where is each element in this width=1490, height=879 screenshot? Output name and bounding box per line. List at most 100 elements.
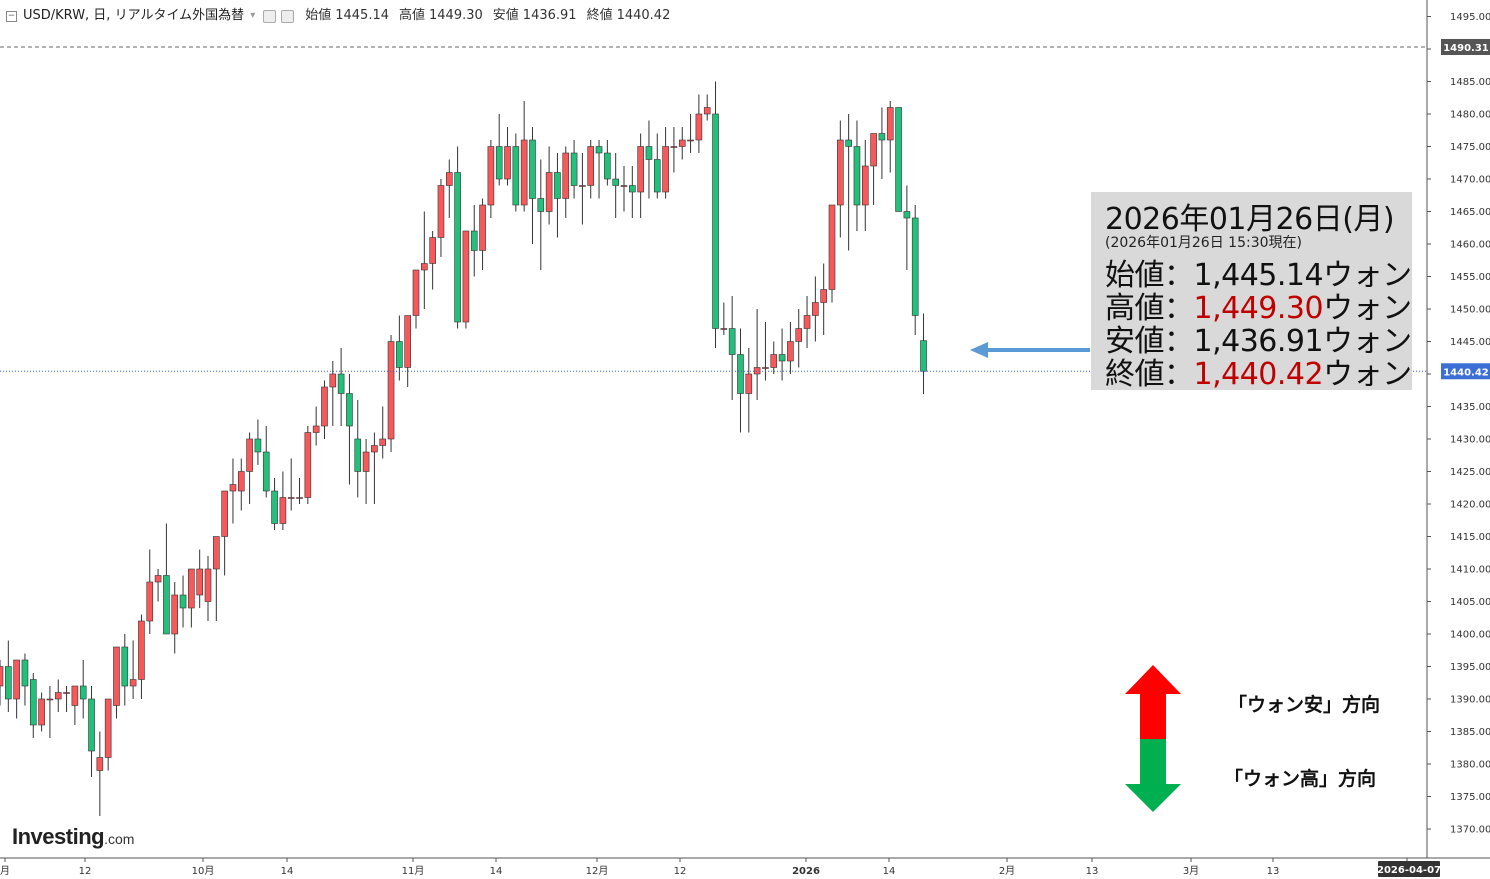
x-tick-label: 12 [79,866,92,877]
x-tick-label: 12 [674,866,687,877]
candle [595,140,603,199]
symbol-title[interactable]: USD/KRW, 日, リアルタイム外国為替 [23,8,245,23]
candle [712,81,719,348]
y-tick-label: 1375.00 [1450,792,1490,803]
candle-body [853,146,861,206]
candle [645,120,653,199]
candle-body [545,172,553,212]
candle [479,198,486,270]
settings-icon[interactable] [281,9,295,23]
info-timestamp: (2026年01月26日 15:30現在) [1105,235,1302,251]
x-tick-label: 14 [281,866,294,877]
candle [13,659,20,719]
candle-body [745,373,753,394]
info-low-label: 安値： [1105,324,1194,359]
candle-body [396,341,403,368]
candle-body [820,289,827,303]
candle-body [387,341,395,440]
y-tick-label: 1430.00 [1450,435,1490,446]
info-open-value: 1,445.14 [1193,258,1324,293]
candle [329,361,337,426]
candle [803,296,811,348]
candle [221,490,228,576]
investing-logo: Investing.com [12,824,134,850]
candle [587,140,595,199]
candle [396,315,403,381]
candle [903,185,911,270]
candle [379,406,387,459]
candle [188,568,195,628]
candle [720,302,728,335]
candle [271,478,278,530]
candle-body [537,198,545,212]
close-label: 終値 [586,8,613,23]
candle [787,322,794,374]
y-tick-label: 1395.00 [1450,662,1490,673]
candle-body [604,152,611,180]
candle [5,640,12,712]
candle [737,328,744,433]
candle [54,679,62,712]
info-high-label: 高値： [1105,291,1194,326]
candle-body [837,139,844,206]
candle [171,582,179,654]
candle [612,153,619,218]
candle-body [870,133,877,167]
y-tick-label: 1465.00 [1450,207,1490,218]
candle-body [454,172,461,323]
eye-icon[interactable] [263,9,277,23]
candle-body [213,536,220,570]
candle-body [828,204,836,290]
x-tick-label: 14 [490,866,503,877]
candle [554,153,561,238]
collapse-icon[interactable]: − [6,10,17,22]
info-high-value: 1,449.30 [1193,291,1324,326]
candle-body [138,620,145,680]
candle [886,101,894,173]
candle-body [762,367,769,369]
candle-body [404,315,411,368]
info-close-label: 終値： [1105,357,1194,392]
candle-body [504,146,511,180]
info-high-row: 高値：1,449.30ウォン [1105,283,1412,327]
candle [412,269,420,329]
candle [346,374,353,485]
chevron-down-icon[interactable]: ▾ [250,10,256,21]
candle [262,426,270,498]
candle [88,686,95,777]
high-label: 高値 [399,8,426,23]
candle-body [612,178,619,186]
info-open-label: 始値： [1105,258,1194,293]
info-open-unit: ウォン [1323,258,1412,293]
y-tick-label: 1460.00 [1450,240,1490,251]
y-tick-label: 1425.00 [1450,467,1490,478]
candle [387,335,395,452]
info-low-row: 安値：1,436.91ウォン [1105,316,1412,360]
candle [828,204,836,303]
candle [0,660,4,706]
candle-body [113,646,120,706]
candle-body [337,373,345,394]
candle-body [653,159,661,193]
x-tick-label: 12月 [586,865,609,877]
y-tick-label: 1380.00 [1450,760,1490,771]
chart-legend: − USD/KRW, 日, リアルタイム外国為替 ▾ 始値 1445.14 高値 1… [6,7,671,25]
info-open-row: 始値：1,445.14ウォン [1105,250,1412,294]
candle-body [287,497,295,499]
candle [512,133,520,212]
candle [870,133,877,205]
info-high-unit: ウォン [1323,291,1412,326]
price-badge-ref [1441,38,1490,55]
candle [753,309,761,400]
candle-body [462,230,470,323]
candle-body [54,692,62,700]
candle [520,101,528,212]
info-low-value: 1,436.91 [1193,324,1324,359]
candle-body [129,679,137,687]
candle-body [787,341,794,362]
candle-body [0,666,4,687]
candle [287,458,295,511]
candle [213,536,220,621]
